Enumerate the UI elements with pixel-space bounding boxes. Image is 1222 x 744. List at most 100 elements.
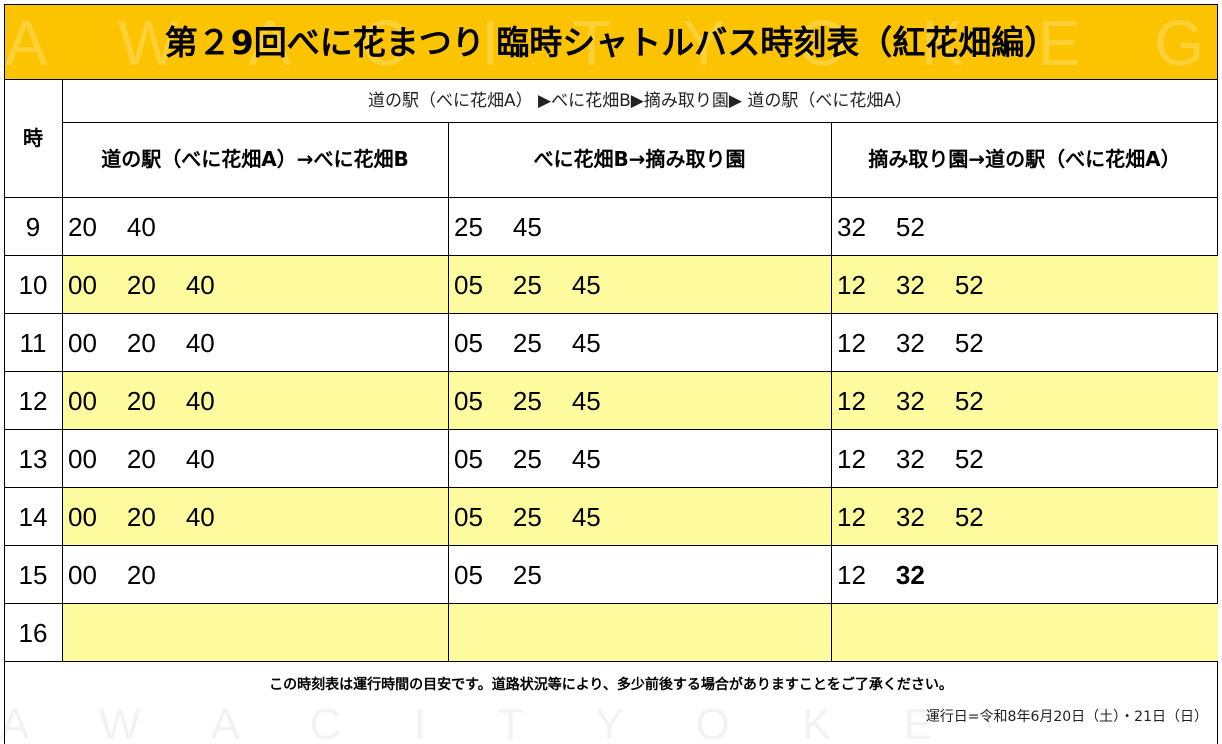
departure-minute: 25 [512, 386, 542, 416]
departure-minute: 25 [512, 444, 542, 474]
departure-minute: 32 [837, 212, 866, 242]
departure-minute: 20 [126, 270, 156, 300]
departure-cell-1: 00 20 40 [62, 372, 448, 430]
departure-cell-2 [448, 604, 831, 662]
departure-cell-2: 05 25 45 [448, 488, 831, 546]
departure-cell-1: 00 20 [62, 546, 448, 604]
departure-minute: 52 [895, 212, 925, 242]
departure-minute: 05 [454, 502, 483, 532]
hour-column-header: 時 [23, 126, 43, 150]
hour-cell: 12 [18, 386, 48, 416]
column-rule [831, 122, 832, 661]
departure-minute: 20 [126, 386, 156, 416]
departure-minute: 45 [571, 328, 601, 358]
departure-cell-3: 32 52 [831, 198, 1218, 256]
hour-column-rule [62, 80, 63, 661]
departure-cell-3: 12 32 52 [831, 488, 1218, 546]
row-rule [4, 661, 1218, 662]
departure-cell-3: 12 32 52 [831, 314, 1218, 372]
column-header-3: 摘み取り園→道の駅（べに花畑A） [868, 147, 1181, 171]
departure-cell-1: 00 20 40 [62, 314, 448, 372]
departure-cell-2: 05 25 45 [448, 256, 831, 314]
departure-minute: 20 [126, 502, 156, 532]
row-rule [4, 603, 1218, 604]
departure-cell-1: 00 20 40 [62, 256, 448, 314]
departure-minute: 25 [512, 328, 542, 358]
departure-minute: 20 [126, 560, 156, 590]
departure-cell-2: 05 25 45 [448, 372, 831, 430]
departure-minute: 52 [954, 502, 984, 532]
row-rule [4, 197, 1218, 198]
route-underline [62, 122, 1218, 123]
departure-minute: 12 [837, 386, 866, 416]
departure-cell-3: 12 32 52 [831, 256, 1218, 314]
departure-minute: 32 [895, 560, 925, 590]
departure-cell-1: 00 20 40 [62, 488, 448, 546]
row-rule [4, 429, 1218, 430]
departure-minute: 00 [68, 444, 97, 474]
row-rule [4, 313, 1218, 314]
departure-minute: 25 [512, 502, 542, 532]
departure-minute: 32 [895, 386, 925, 416]
departure-minute: 12 [837, 502, 866, 532]
departure-minute: 00 [68, 502, 97, 532]
departure-minute: 05 [454, 328, 483, 358]
departure-minute: 25 [454, 212, 483, 242]
hour-cell: 14 [18, 502, 48, 532]
disclaimer-note: この時刻表は運行時間の目安です。道路状況等により、多少前後する場合がありますこと… [269, 677, 953, 693]
departure-minute: 45 [571, 270, 601, 300]
table-row: 14 00 20 40 05 25 45 12 32 52 [4, 488, 1218, 546]
departure-minute: 05 [454, 444, 483, 474]
departure-minute: 52 [954, 444, 984, 474]
departure-minute: 52 [954, 270, 984, 300]
departure-minute: 32 [895, 444, 925, 474]
hour-cell: 9 [25, 212, 41, 242]
page-title: 第２9回べに花まつり 臨時シャトルバス時刻表（紅花畑編） [164, 23, 1058, 62]
row-rule [4, 487, 1218, 488]
departure-minute: 52 [954, 386, 984, 416]
departure-minute: 00 [68, 386, 97, 416]
departure-minute: 12 [837, 560, 866, 590]
departure-cell-3: 12 32 52 [831, 430, 1218, 488]
departure-cell-1: 20 40 [62, 198, 448, 256]
departure-minute: 12 [837, 270, 866, 300]
row-rule [4, 545, 1218, 546]
row-rule [4, 255, 1218, 256]
departure-cell-3 [831, 604, 1218, 662]
departure-minute: 00 [68, 328, 97, 358]
table-row: 13 00 20 40 05 25 45 12 32 52 [4, 430, 1218, 488]
departure-minute: 45 [512, 212, 542, 242]
departure-cell-2: 25 45 [448, 198, 831, 256]
column-header-1: 道の駅（べに花畑A）→べに花畑B [101, 147, 409, 171]
departure-minute: 25 [512, 560, 542, 590]
table-row: 10 00 20 40 05 25 45 12 32 52 [4, 256, 1218, 314]
departure-minute: 45 [571, 444, 601, 474]
column-header-2: べに花畑B→摘み取り園 [533, 147, 746, 171]
departure-minute: 20 [126, 328, 156, 358]
departure-cell-2: 05 25 [448, 546, 831, 604]
departure-minute: 05 [454, 386, 483, 416]
hour-cell: 15 [18, 560, 48, 590]
departure-cell-1 [62, 604, 448, 662]
departure-cell-1: 00 20 40 [62, 430, 448, 488]
departure-cell-3: 12 32 [831, 546, 1218, 604]
column-rule [448, 122, 449, 661]
departure-minute: 45 [571, 502, 601, 532]
departure-minute: 12 [837, 328, 866, 358]
departure-minute: 40 [185, 386, 215, 416]
operation-date: 運行日=令和8年6月20日（土）・21日（日） [925, 709, 1208, 725]
table-row: 15 00 20 05 25 12 32 [4, 546, 1218, 604]
departure-cell-3: 12 32 52 [831, 372, 1218, 430]
departure-minute: 00 [68, 560, 97, 590]
departure-minute: 45 [571, 386, 601, 416]
departure-minute: 25 [512, 270, 542, 300]
hour-cell: 10 [18, 270, 48, 300]
hour-cell: 13 [18, 444, 48, 474]
row-rule [4, 371, 1218, 372]
hour-cell: 11 [19, 328, 47, 358]
departure-minute: 20 [68, 212, 97, 242]
departure-minute: 12 [837, 444, 866, 474]
departure-cell-2: 05 25 45 [448, 314, 831, 372]
